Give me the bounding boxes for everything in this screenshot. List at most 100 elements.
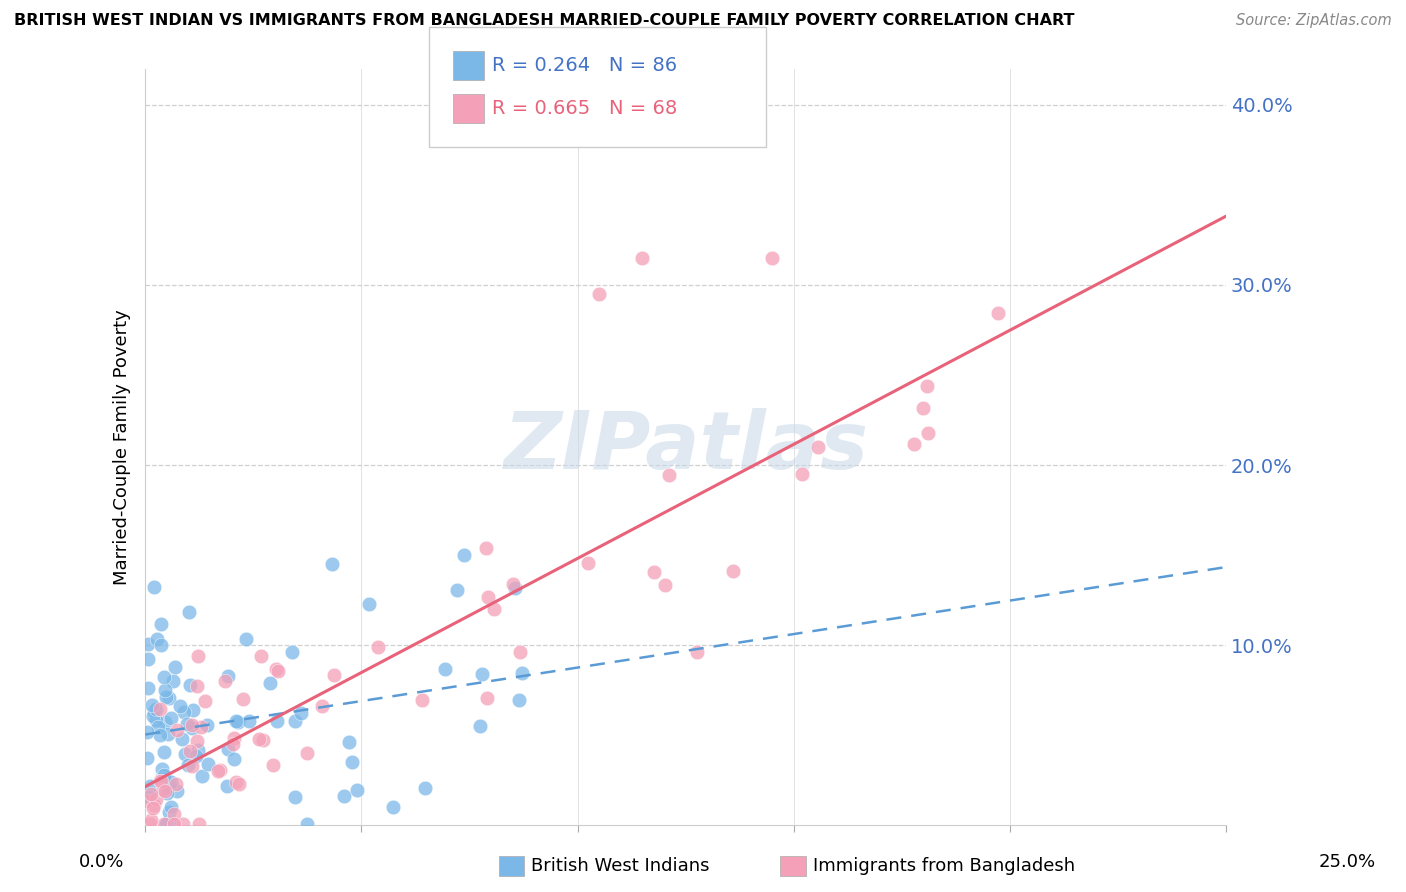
Point [321,558,343,572]
Point [194,694,217,708]
Text: 0.0%: 0.0% [79,853,124,871]
Point [250,649,273,664]
Point [471,666,494,681]
Point [247,732,270,747]
Point [446,582,468,597]
Point [468,719,491,733]
Point [197,757,219,772]
Point [186,734,208,748]
Point [153,816,176,830]
Point [987,306,1010,320]
Point [217,669,239,683]
Point [166,723,188,737]
Point [912,401,935,415]
Point [160,711,183,725]
Point [482,601,505,615]
Point [149,702,172,716]
Point [155,786,177,800]
Point [157,690,180,705]
Point [238,714,260,728]
Point [284,790,307,805]
Point [157,805,180,819]
Point [142,797,165,812]
Text: British West Indians: British West Indians [531,857,710,875]
Point [332,789,354,804]
Point [502,576,524,591]
Point [322,667,344,681]
Point [136,652,159,666]
Point [138,789,160,804]
Point [510,665,533,680]
Point [295,746,318,760]
Point [346,783,368,797]
Point [153,745,176,759]
Point [761,251,783,265]
Point [721,564,744,578]
Point [359,597,381,611]
Point [262,757,284,772]
Point [165,777,187,791]
Point [311,698,333,713]
Point [297,816,319,830]
Point [145,713,167,727]
Point [222,731,245,746]
Point [172,816,194,830]
Point [207,764,229,779]
Point [434,662,457,676]
Point [181,702,204,716]
Point [190,769,212,783]
Point [152,768,174,782]
Point [139,787,162,801]
Point [917,379,939,393]
Text: R = 0.665   N = 68: R = 0.665 N = 68 [492,99,678,119]
Point [162,674,184,689]
Point [658,468,681,483]
Point [235,632,257,647]
Point [149,728,172,742]
Point [184,749,207,764]
Point [208,763,231,777]
Point [173,747,195,761]
Point [252,732,274,747]
Point [156,727,179,741]
Point [150,762,173,776]
Point [188,816,211,830]
Point [136,751,159,765]
Point [136,725,159,739]
Text: Source: ZipAtlas.com: Source: ZipAtlas.com [1236,13,1392,29]
Point [169,698,191,713]
Point [150,617,173,632]
Point [917,425,939,440]
Point [807,440,830,454]
Point [475,691,498,706]
Point [153,784,176,798]
Point [186,679,208,693]
Point [172,731,194,746]
Point [166,784,188,798]
Point [142,708,165,723]
Point [588,286,610,301]
Point [176,716,198,731]
Point [142,800,165,814]
Point [266,662,288,676]
Point [179,678,201,692]
Point [903,437,925,451]
Point [232,692,254,706]
Point [222,752,245,766]
Point [509,645,531,659]
Point [181,718,204,732]
Point [181,759,204,773]
Point [163,806,186,821]
Point [413,780,436,795]
Point [146,632,169,646]
Point [139,816,162,830]
Point [152,782,174,797]
Point [411,693,433,707]
Point [142,704,165,718]
Point [143,580,166,594]
Point [163,816,186,830]
Point [149,774,172,789]
Point [155,715,177,730]
Point [228,777,250,791]
Point [508,693,530,707]
